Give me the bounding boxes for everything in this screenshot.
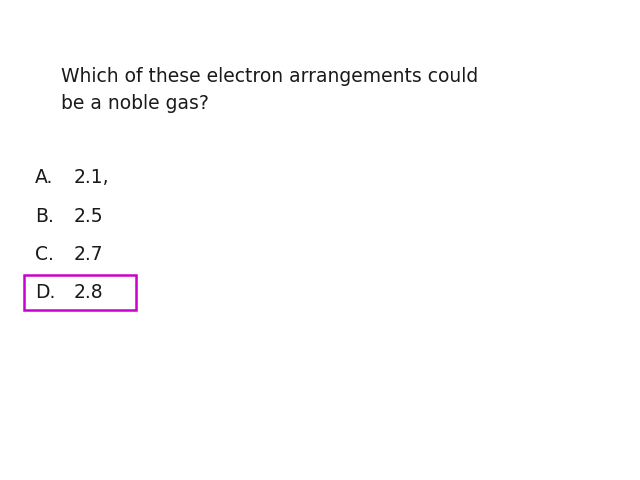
Text: 2.8: 2.8 (74, 283, 103, 302)
Text: 2.7: 2.7 (74, 245, 103, 264)
Text: 2.1,: 2.1, (74, 168, 109, 187)
Text: 2.5: 2.5 (74, 206, 103, 226)
Text: Which of these electron arrangements could
be a noble gas?: Which of these electron arrangements cou… (61, 67, 478, 113)
Text: D.: D. (35, 283, 56, 302)
Text: C.: C. (35, 245, 54, 264)
Text: B.: B. (35, 206, 54, 226)
Text: A.: A. (35, 168, 54, 187)
